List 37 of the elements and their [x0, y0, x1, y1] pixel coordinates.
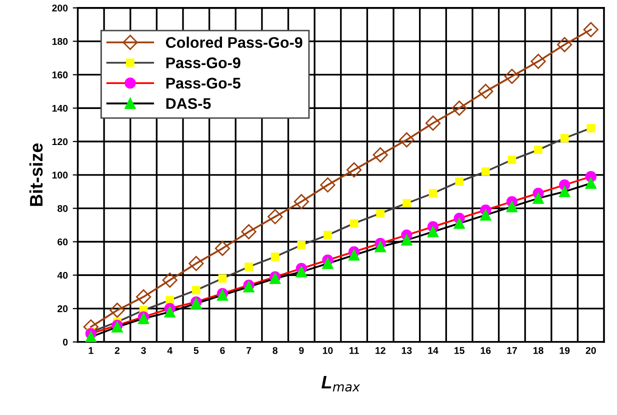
- x-tick-label: 3: [141, 347, 146, 354]
- x-tick-label: 17: [507, 347, 517, 354]
- x-tick-label: 18: [533, 347, 544, 354]
- x-axis-title: L$_{max}$: [322, 376, 360, 392]
- legend-label: Colored Pass-Go-9: [166, 36, 302, 48]
- x-tick-label: 7: [246, 347, 252, 354]
- legend-label: DAS-5: [166, 98, 211, 109]
- y-tick-label: 200: [52, 4, 68, 12]
- x-tick-label: 2: [114, 347, 120, 354]
- x-tick-label: 1: [88, 347, 94, 354]
- x-tick-label: 10: [322, 347, 333, 354]
- y-tick-label: 40: [57, 272, 68, 279]
- x-tick-label: 5: [194, 347, 199, 354]
- y-tick-label: 100: [52, 172, 68, 179]
- x-tick-label: 16: [480, 347, 491, 354]
- x-tick-label: 4: [167, 347, 172, 354]
- legend-label: Pass-Go-9: [166, 57, 240, 68]
- y-tick-label: 180: [52, 38, 68, 45]
- y-tick-label: 160: [52, 71, 68, 78]
- x-tick-label: 20: [586, 347, 596, 354]
- y-tick-label: 60: [58, 238, 68, 246]
- x-tick-label: 13: [402, 347, 412, 354]
- x-tick-label: 15: [454, 347, 464, 354]
- x-tick-label: 19: [560, 347, 570, 354]
- y-tick-label: 140: [52, 104, 68, 112]
- x-tick-label: 6: [220, 347, 225, 354]
- y-axis-title: Bit-size: [29, 143, 43, 206]
- y-tick-label: 0: [63, 338, 68, 346]
- x-tick-label: 11: [350, 347, 359, 354]
- x-tick-label: 9: [299, 347, 304, 354]
- x-tick-label: 8: [272, 347, 278, 354]
- y-tick-label: 80: [58, 205, 68, 212]
- y-tick-label: 20: [58, 305, 68, 312]
- legend-label: Pass-Go-5: [166, 78, 240, 89]
- y-tick-label: 120: [52, 138, 68, 146]
- x-tick-label: 14: [428, 347, 438, 354]
- x-tick-label: 12: [376, 347, 386, 354]
